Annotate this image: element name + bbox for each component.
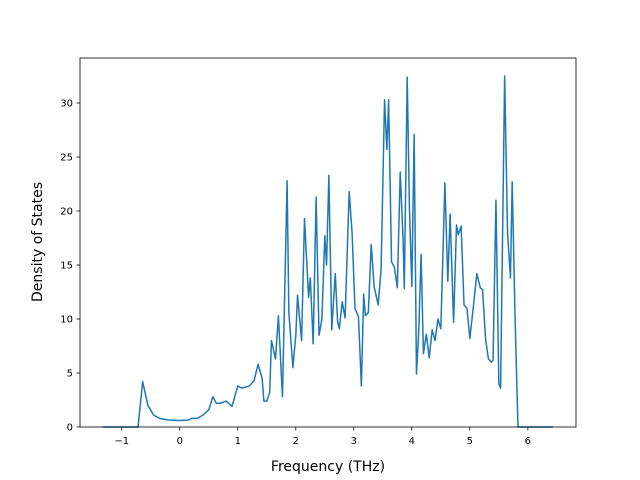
plot-frame — [79, 57, 577, 428]
x-tick-label: 1 — [235, 436, 241, 447]
x-tick-label: 0 — [177, 436, 183, 447]
y-tick-label: 0 — [67, 423, 73, 434]
x-axis-label: Frequency (THz) — [271, 459, 385, 475]
y-axis-label: Density of States — [30, 182, 46, 302]
x-tick-label: 5 — [467, 436, 473, 447]
x-tick-label: 4 — [409, 436, 415, 447]
x-tick-label: 6 — [525, 436, 531, 447]
y-tick-label: 20 — [60, 207, 73, 218]
data-line — [102, 75, 553, 428]
y-tick-label: 25 — [60, 153, 73, 164]
x-tick-label: −1 — [114, 436, 129, 447]
y-tick-label: 15 — [60, 261, 73, 272]
x-tick-label: 3 — [351, 436, 357, 447]
x-tick-label: 2 — [293, 436, 299, 447]
y-tick-label: 5 — [67, 369, 73, 380]
y-tick-label: 30 — [60, 99, 73, 110]
y-tick-label: 10 — [60, 315, 73, 326]
